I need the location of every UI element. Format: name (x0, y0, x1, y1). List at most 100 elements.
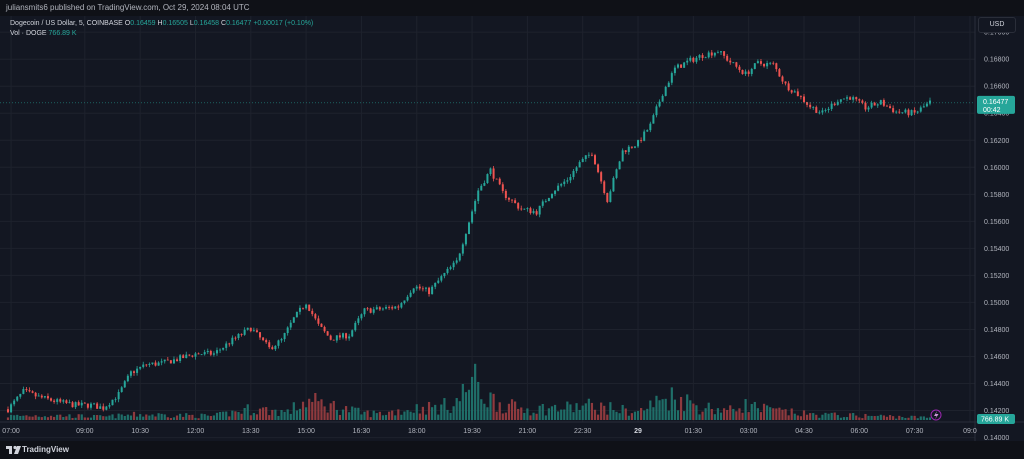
candle-body (62, 400, 65, 402)
candle-body (483, 183, 486, 186)
volume-bar (818, 417, 821, 420)
volume-bar (375, 413, 378, 420)
price-chart[interactable]: 0.17000 0.16800 0.16600 0.16400 0.16200 0.160… (0, 16, 1024, 441)
candle-body (117, 391, 120, 400)
candle-body (262, 337, 265, 341)
candle-body (498, 178, 501, 185)
candle-body (157, 362, 160, 366)
candle-body (566, 180, 569, 182)
candle-body (142, 364, 145, 367)
volume-bar (212, 415, 216, 420)
candle-body (882, 100, 885, 106)
volume-bar (179, 413, 182, 420)
candle-body (557, 185, 560, 191)
candle-body (182, 355, 185, 359)
volume-bar (166, 417, 169, 420)
candle-body (400, 303, 403, 308)
volume-bar (246, 404, 249, 420)
volume-bar (431, 407, 434, 420)
candle-body (867, 107, 870, 110)
candle-body (93, 403, 96, 405)
volume-bar (289, 413, 292, 420)
candle-body (268, 342, 271, 348)
legend-row-volume: Vol · DOGE 766.89 K (10, 29, 313, 39)
volume-bar (756, 408, 759, 420)
volume-bar (873, 416, 876, 420)
candle-body (784, 81, 787, 84)
volume-badge: 766.89 K (977, 414, 1015, 424)
candle-body (394, 306, 397, 309)
candle-body (449, 267, 452, 269)
x-tick-label: 01:30 (685, 428, 703, 435)
candle-body (898, 111, 901, 113)
volume-bar (904, 417, 907, 420)
candle-body (464, 234, 467, 245)
volume-bar (59, 414, 62, 420)
volume-bar (895, 418, 898, 420)
candle-body (904, 109, 907, 113)
candle-body (864, 102, 867, 110)
volume-bar (593, 409, 597, 420)
candle-body (437, 280, 440, 283)
candle-body (756, 61, 759, 64)
volume-bar (726, 409, 729, 420)
candle-body (695, 57, 698, 62)
candle-body (563, 181, 566, 185)
publisher-info: juliansmits6 published on TradingView.co… (6, 3, 250, 12)
currency-button[interactable]: USD (978, 17, 1016, 33)
volume-bar (695, 405, 698, 420)
candle-body (895, 111, 898, 113)
volume-bar (538, 405, 541, 420)
volume-bar (464, 392, 468, 420)
volume-bar (510, 399, 514, 420)
candle-body (237, 333, 240, 339)
volume-bar (6, 417, 10, 420)
candle-body (354, 322, 357, 331)
volume-bar (532, 412, 535, 420)
volume-bar (357, 407, 360, 420)
volume-bar (19, 415, 22, 420)
volume-bar (852, 412, 855, 420)
candle-body (806, 102, 809, 105)
volume-bar (489, 392, 492, 420)
volume-bar (96, 415, 99, 420)
volume-bar (203, 414, 206, 420)
candle-body (658, 101, 661, 107)
candle-body (692, 57, 695, 62)
volume-bar (655, 395, 658, 420)
volume-bar (652, 407, 655, 420)
chart-area[interactable]: 0.17000 0.16800 0.16600 0.16400 0.16200 0.160… (0, 16, 1024, 441)
price-badge-value: 0.16477 (983, 99, 1008, 106)
y-tick-label: 0.14200 (984, 408, 1009, 415)
candle-body (345, 333, 348, 339)
candle-body (772, 62, 775, 64)
x-tick-label: 15:00 (297, 428, 315, 435)
volume-bar (735, 411, 738, 420)
candle-body (302, 307, 305, 309)
volume-bar (578, 409, 581, 420)
volume-bar (406, 410, 409, 420)
candle-body (919, 107, 922, 112)
candle-body (19, 393, 22, 397)
legend-h-value: 0.16505 (162, 20, 188, 27)
candle-body (249, 327, 252, 332)
candle-body (212, 353, 215, 355)
candle-body (495, 178, 498, 180)
candle-body (667, 82, 670, 87)
volume-bar (169, 418, 172, 420)
candle-body (584, 155, 587, 159)
volume-bar (467, 389, 471, 420)
candle-body (541, 201, 544, 206)
candle-body (572, 170, 575, 177)
volume-bar (640, 408, 643, 420)
candle-body (578, 162, 581, 168)
candle-body (830, 103, 833, 109)
footer-bar: TradingView (0, 441, 1024, 459)
candle-body (468, 222, 470, 235)
volume-bar (517, 408, 520, 420)
candle-body (145, 364, 148, 366)
x-tick-label: 16:30 (353, 428, 371, 435)
volume-bar (916, 418, 919, 420)
candle-body (446, 268, 449, 273)
candle-body (163, 359, 166, 362)
